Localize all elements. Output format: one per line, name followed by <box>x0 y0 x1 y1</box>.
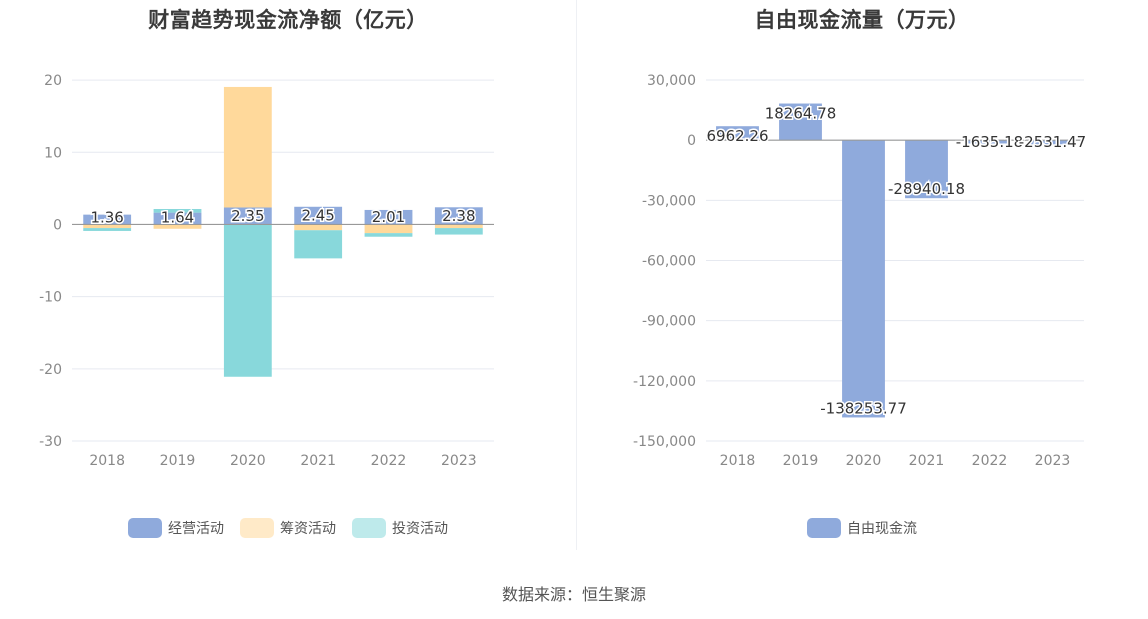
bar-2023-series-2 <box>434 228 483 235</box>
cash-flow-chart-panel: 财富趋势现金流净额（亿元） 20 10 0 -10 -20 -30 2018 2019 2020… <box>0 0 576 560</box>
y-tick-label: -60,000 <box>642 254 696 270</box>
legend-swatch <box>240 518 274 538</box>
y-tick-label: -30 <box>39 434 62 450</box>
data-label: 6962.26 <box>706 127 768 145</box>
bar-2021-series-0 <box>294 206 343 225</box>
bar-2021-series-2 <box>294 230 343 259</box>
bar-2019-series-0 <box>153 212 202 225</box>
x-tick-label: 2020 <box>846 453 882 469</box>
x-tick-label: 2019 <box>160 453 196 469</box>
data-label: 1.36 <box>90 208 123 226</box>
bar-2021-series-1 <box>294 224 343 231</box>
legend-item[interactable]: 自由现金流 <box>807 518 917 538</box>
data-label: -1635.18 <box>956 133 1023 151</box>
y-tick-label: 10 <box>44 145 62 161</box>
bar-2020-series-0 <box>842 140 885 418</box>
data-label: 2.45 <box>301 207 334 225</box>
data-label: -138253.77 <box>820 399 907 417</box>
x-tick-label: 2018 <box>720 453 756 469</box>
x-tick-label: 2020 <box>230 453 266 469</box>
x-tick-label: 2023 <box>441 453 477 469</box>
legend-label: 筹资活动 <box>280 521 336 537</box>
y-tick-label: -10 <box>39 290 62 306</box>
data-label: 2.38 <box>442 207 475 225</box>
x-tick-label: 2023 <box>1035 453 1071 469</box>
y-tick-label: -150,000 <box>633 434 696 450</box>
bar-2020-series-1 <box>223 86 272 208</box>
legend-label: 经营活动 <box>168 521 224 537</box>
bar-2019-series-1 <box>153 224 202 229</box>
y-tick-label: -30,000 <box>642 193 696 209</box>
bar-2018-series-2 <box>83 228 132 231</box>
legend-swatch <box>128 518 162 538</box>
x-tick-label: 2018 <box>89 453 125 469</box>
free-cash-flow-chart-panel: 自由现金流量（万元） 30,000 0 -30,000 -60,000 -90,000 -… <box>576 0 1148 560</box>
legend-item[interactable]: 经营活动 <box>128 518 224 538</box>
data-label: 18264.78 <box>765 105 837 123</box>
y-tick-label: 0 <box>53 217 62 233</box>
bar-2023-series-0 <box>1031 140 1074 146</box>
y-tick-label: 20 <box>44 73 62 89</box>
x-tick-label: 2021 <box>300 453 336 469</box>
legend-swatch <box>807 518 841 538</box>
legend-label: 投资活动 <box>392 521 448 537</box>
bar-2023-series-1 <box>434 224 483 229</box>
legend-label: 自由现金流 <box>847 521 917 537</box>
data-label: 2.01 <box>372 208 405 226</box>
bar-2020-series-0 <box>223 207 272 225</box>
cash-flow-chart-svg: 20 10 0 -10 -20 -30 2018 2019 2020 2021 2022 2023 1.… <box>39 73 494 469</box>
x-tick-label: 2019 <box>783 453 819 469</box>
bar-2022-series-0 <box>968 140 1011 144</box>
legend-swatch <box>352 518 386 538</box>
free-cash-flow-legend: 自由现金流 <box>576 518 1148 538</box>
bar-2023-series-0 <box>434 207 483 225</box>
bar-2018-series-1 <box>83 224 132 229</box>
y-tick-label: 0 <box>687 133 696 149</box>
y-tick-label: 30,000 <box>647 73 696 89</box>
data-label: 2.35 <box>231 207 264 225</box>
y-tick-label: -20 <box>39 362 62 378</box>
bar-2019-series-0 <box>779 103 822 141</box>
bar-2019-series-2 <box>153 209 202 213</box>
x-tick-label: 2021 <box>909 453 945 469</box>
x-tick-label: 2022 <box>972 453 1008 469</box>
bar-2022-series-1 <box>364 224 413 234</box>
bar-2018-series-0 <box>83 214 132 225</box>
data-source-note: 数据来源：恒生聚源 <box>501 585 646 604</box>
data-label: -2531.47 <box>1019 133 1086 151</box>
free-cash-flow-chart-title: 自由现金流量（万元） <box>754 8 970 32</box>
data-label: -28940.18 <box>888 180 965 198</box>
legend-item[interactable]: 筹资活动 <box>240 518 336 538</box>
y-tick-label: -90,000 <box>642 314 696 330</box>
bar-2018-series-0 <box>716 126 759 141</box>
bar-2022-series-2 <box>364 233 413 237</box>
data-label: 1.64 <box>161 208 194 226</box>
legend-item[interactable]: 投资活动 <box>352 518 448 538</box>
y-tick-label: -120,000 <box>633 374 696 390</box>
free-cash-flow-chart-svg: 30,000 0 -30,000 -60,000 -90,000 -120,000 -150… <box>633 73 1088 469</box>
panel-divider <box>576 0 577 550</box>
cash-flow-chart-title: 财富趋势现金流净额（亿元） <box>148 8 428 32</box>
cash-flow-legend: 经营活动 筹资活动 投资活动 <box>0 518 576 538</box>
bar-2020-series-2 <box>223 224 272 377</box>
bar-2021-series-0 <box>905 140 948 199</box>
bar-2022-series-0 <box>364 209 413 225</box>
x-tick-label: 2022 <box>371 453 407 469</box>
